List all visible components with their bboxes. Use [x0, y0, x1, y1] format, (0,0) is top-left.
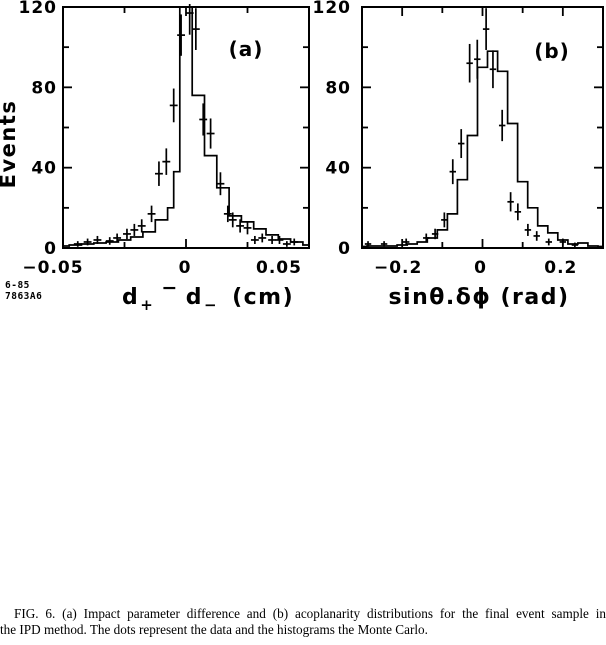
y-tick-label: 40: [31, 159, 57, 179]
x-tick-label: 0: [179, 258, 192, 278]
x-axis-title: sinθ.δϕ (rad): [388, 285, 569, 310]
stamp-number: 7863A6: [5, 291, 42, 302]
x-tick-label: 0: [474, 258, 487, 278]
x-tick-label: −0.2: [374, 258, 422, 278]
y-tick-label: 0: [44, 239, 57, 259]
data-points: [73, 3, 299, 247]
monte-carlo-histogram: [63, 6, 309, 247]
y-tick-label: 80: [325, 78, 351, 98]
plot-frame: [62, 6, 310, 249]
y-tick-label: 120: [19, 0, 58, 18]
y-axis-ticks: 0 40 80 120: [19, 0, 309, 259]
y-axis-title: Events: [0, 100, 20, 189]
y-axis-ticks: 0 40 80 120: [313, 0, 603, 259]
monte-carlo-histogram: [362, 50, 603, 248]
x-tick-label: 0.2: [544, 258, 577, 278]
panel-tag: (a): [229, 37, 264, 61]
caption-line-2: the IPD method. The dots represent the d…: [0, 622, 428, 637]
x-axis-ticks: −0.2 0 0.2: [374, 7, 577, 278]
x-axis-title: d+− d− (cm): [122, 277, 294, 314]
y-tick-label: 0: [338, 239, 351, 259]
panel-tag: (b): [534, 39, 570, 63]
panel-b: −0.2 0 0.2 0 40 80 120 (b) sinθ.δϕ (rad): [313, 0, 604, 310]
x-tick-label: 0.05: [256, 258, 302, 278]
stamp-date: 6-85: [5, 280, 30, 291]
y-tick-label: 120: [313, 0, 352, 18]
figure-caption: FIG. 6. (a) Impact parameter difference …: [0, 606, 606, 638]
caption-line-1: FIG. 6. (a) Impact parameter difference …: [14, 606, 606, 621]
data-points: [364, 8, 579, 248]
y-tick-label: 40: [325, 159, 351, 179]
y-tick-label: 80: [31, 78, 57, 98]
x-tick-label: −0.05: [22, 258, 83, 278]
x-axis-ticks: −0.05 0 0.05: [22, 7, 310, 278]
